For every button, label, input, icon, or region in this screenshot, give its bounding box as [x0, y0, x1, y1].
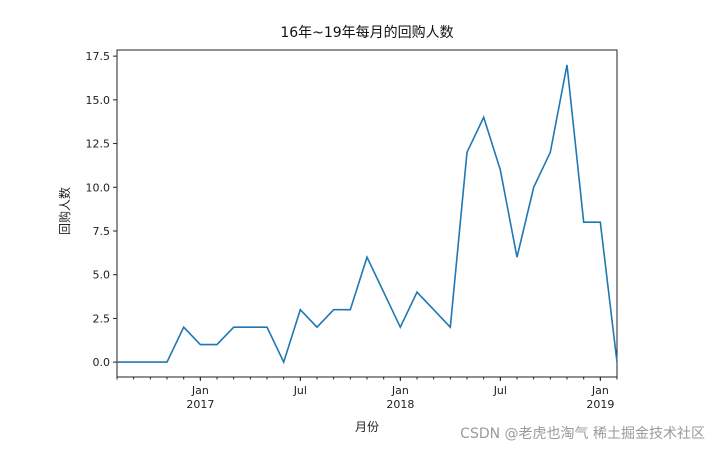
y-axis-ticks: 0.0 2.5 5.0 7.5 10.0 12.5 15.0 17.5 — [86, 50, 117, 369]
svg-text:Jul: Jul — [293, 384, 307, 397]
svg-text:Jul: Jul — [493, 384, 507, 397]
x-axis-label: 月份 — [355, 420, 380, 434]
svg-text:7.5: 7.5 — [93, 225, 111, 238]
svg-text:12.5: 12.5 — [86, 138, 111, 151]
watermark: CSDN @老虎也淘气 稀土掘金技术社区 — [460, 426, 705, 442]
svg-text:0.0: 0.0 — [93, 356, 111, 369]
chart-title: 16年~19年每月的回购人数 — [280, 25, 454, 41]
svg-text:5.0: 5.0 — [93, 269, 111, 282]
plot-axes — [116, 49, 618, 378]
data-line-series — [117, 64, 618, 365]
svg-text:2017: 2017 — [186, 398, 214, 411]
svg-text:Jan: Jan — [391, 384, 409, 397]
svg-text:Jan: Jan — [591, 384, 609, 397]
svg-text:2018: 2018 — [386, 398, 414, 411]
svg-text:15.0: 15.0 — [86, 94, 111, 107]
svg-text:17.5: 17.5 — [86, 50, 111, 63]
svg-text:2019: 2019 — [586, 398, 614, 411]
svg-text:10.0: 10.0 — [86, 181, 111, 194]
svg-text:2.5: 2.5 — [93, 312, 111, 325]
svg-text:Jan: Jan — [191, 384, 209, 397]
